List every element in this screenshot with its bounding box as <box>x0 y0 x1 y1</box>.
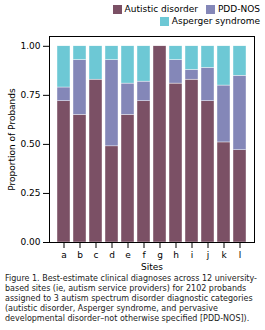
svg-text:g: g <box>157 250 163 260</box>
svg-text:j: j <box>206 250 210 260</box>
svg-text:b: b <box>77 250 83 260</box>
svg-text:0.00: 0.00 <box>20 237 40 247</box>
svg-text:k: k <box>221 250 227 260</box>
svg-text:Proportion of Probands: Proportion of Probands <box>7 88 17 191</box>
svg-text:1.00: 1.00 <box>20 41 40 51</box>
svg-text:d: d <box>109 250 115 260</box>
svg-text:a: a <box>61 250 67 260</box>
svg-text:0.75: 0.75 <box>20 90 40 100</box>
svg-text:c: c <box>94 250 99 260</box>
svg-text:l: l <box>239 250 242 260</box>
html-text:Autistic disorder: Autistic disorder <box>124 4 198 14</box>
svg-text:h: h <box>173 250 179 260</box>
html-text:Asperger syndrome: Asperger syndrome <box>171 16 260 26</box>
svg-text:i: i <box>191 250 194 260</box>
svg-text:e: e <box>125 250 131 260</box>
svg-text:0.25: 0.25 <box>20 188 40 198</box>
svg-text:f: f <box>142 250 146 260</box>
html-text:Figure 1. Best-estimate clinic: Figure 1. Best-estimate clinical diagnos… <box>5 274 257 323</box>
svg-text:0.50: 0.50 <box>20 139 40 149</box>
html-text:PDD-NOS: PDD-NOS <box>217 4 260 14</box>
svg-text:Sites: Sites <box>141 262 163 272</box>
